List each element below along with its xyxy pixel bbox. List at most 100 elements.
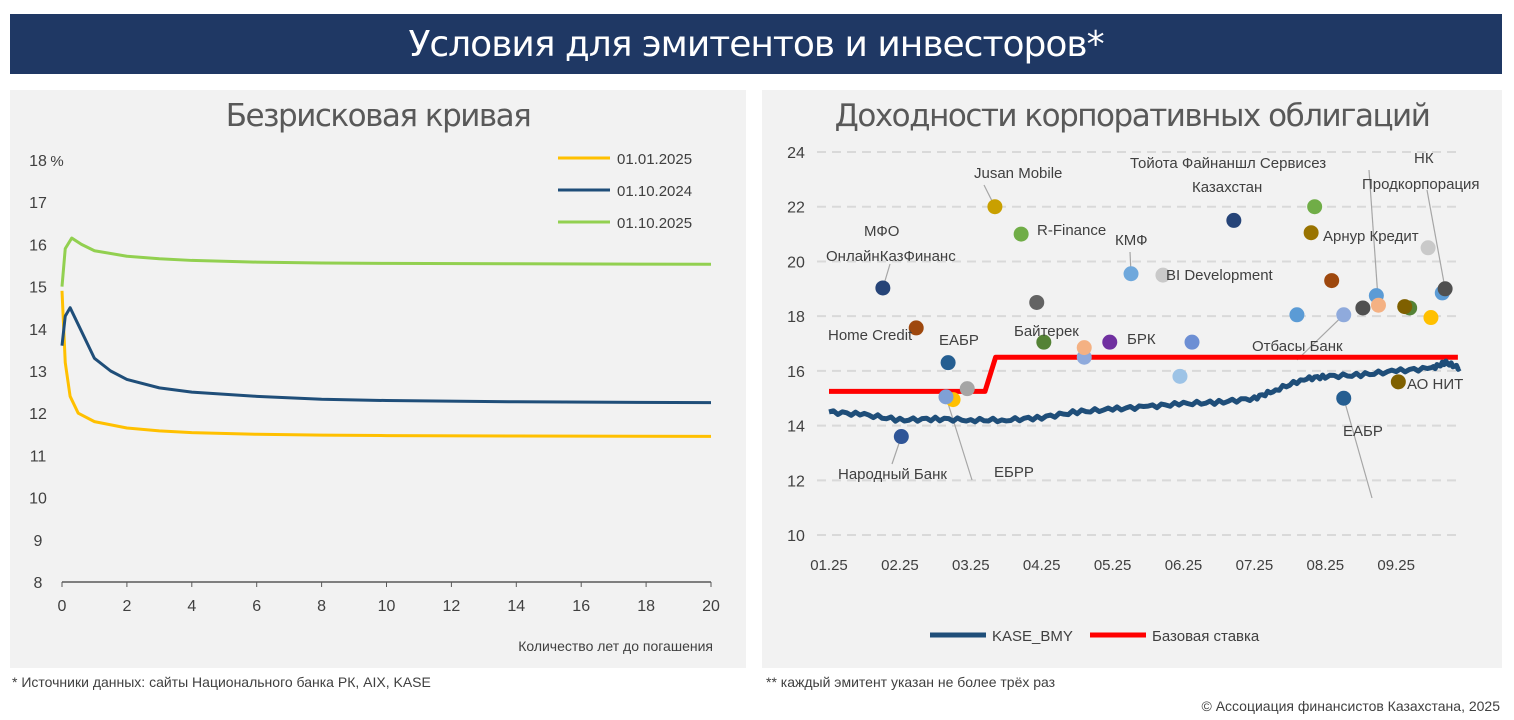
point-label: ЕАБР xyxy=(1343,423,1383,440)
y-tick-label: 24 xyxy=(787,145,805,162)
x-axis-label: Количество лет до погашения xyxy=(518,638,713,654)
bond-point xyxy=(1370,297,1386,313)
corporate-bonds-chart: 10 12 14 16 18 20 22 24 01.25 02.25 03.25 04.25 05.2… xyxy=(787,145,1462,645)
y-tick-label: 16 xyxy=(29,237,47,254)
x-tick-label: 01.25 xyxy=(810,557,848,574)
bond-point xyxy=(1226,212,1242,228)
leader-line xyxy=(945,396,973,481)
x-tick-label: 04.25 xyxy=(1023,557,1061,574)
bond-point xyxy=(1324,273,1340,289)
legend-label: 01.10.2025 xyxy=(617,215,692,232)
point-label: Арнур Кредит xyxy=(1323,228,1419,245)
bond-point xyxy=(1336,390,1352,406)
bond-point xyxy=(908,320,924,336)
y-tick-label: 10 xyxy=(787,528,805,545)
bond-point xyxy=(987,199,1003,215)
point-label: Jusan Mobile xyxy=(974,165,1063,182)
bond-point xyxy=(1423,310,1439,326)
y-tick-label: 15 xyxy=(29,280,47,297)
point-label: Тойота Файнаншл Сервисез xyxy=(1130,155,1327,172)
leader-line xyxy=(1296,314,1345,361)
x-tick-label: 05.25 xyxy=(1094,557,1132,574)
series-line-kase-bmy xyxy=(828,358,1462,425)
point-label: БРК xyxy=(1127,331,1156,348)
y-tick-label: 18 xyxy=(29,153,47,170)
point-label: ЕБРР xyxy=(994,464,1034,481)
bond-point xyxy=(1102,334,1118,350)
y-tick-label: 12 xyxy=(29,406,47,423)
copyright: © Ассоциация финансистов Казахстана, 202… xyxy=(1201,698,1500,714)
point-label: Народный Банк xyxy=(838,466,947,483)
y-tick-label: 16 xyxy=(787,364,805,381)
x-tick-label: 6 xyxy=(252,598,261,615)
y-tick-label: 13 xyxy=(29,364,47,381)
legend-label: 01.01.2025 xyxy=(617,151,692,168)
issuer-footnote: ** каждый эмитент указан не более трёх р… xyxy=(766,674,1056,690)
x-tick-label: 06.25 xyxy=(1165,557,1203,574)
point-label: МФО xyxy=(864,223,900,240)
x-tick-label: 03.25 xyxy=(952,557,990,574)
risk-free-curve-panel: Безрисковая кривая 8 9 10 11 12 13 14 15 16 17 18%… xyxy=(10,90,746,668)
corporate-bonds-panel: Доходности корпоративных облигаций 10 12 1… xyxy=(762,90,1502,668)
series-line-01.10.2025 xyxy=(60,236,712,287)
bond-point xyxy=(1437,281,1453,297)
x-tick-label: 08.25 xyxy=(1307,557,1345,574)
point-label: Продкорпорация xyxy=(1362,176,1480,193)
bond-point xyxy=(1397,299,1413,315)
legend-label: Базовая ставка xyxy=(1152,628,1260,645)
bond-point xyxy=(1123,266,1139,282)
point-label: Казахстан xyxy=(1192,179,1263,196)
leader-line xyxy=(1426,189,1446,289)
y-tick-label: 12 xyxy=(787,473,805,490)
series-line-01.01.2025 xyxy=(60,290,712,438)
point-label: BI Development xyxy=(1166,267,1273,284)
bond-point xyxy=(1076,340,1092,356)
source-footnote: * Источники данных: сайты Национального … xyxy=(12,674,431,690)
x-tick-label: 12 xyxy=(443,598,461,615)
bond-point xyxy=(1172,368,1188,384)
x-tick-label: 0 xyxy=(58,598,67,615)
y-tick-label: 10 xyxy=(29,491,47,508)
y-tick-label: 22 xyxy=(787,200,805,217)
leader-line xyxy=(1343,398,1373,499)
bond-point xyxy=(875,280,891,296)
bond-point xyxy=(1289,307,1305,323)
bond-point xyxy=(959,381,975,397)
legend-label: KASE_BMY xyxy=(992,628,1073,645)
bond-point xyxy=(1013,226,1029,242)
bond-point xyxy=(1355,300,1371,316)
x-tick-label: 18 xyxy=(637,598,655,615)
bond-point xyxy=(1336,307,1352,323)
point-label: НК xyxy=(1414,150,1434,167)
x-tick-label: 20 xyxy=(702,598,720,615)
bond-point xyxy=(1390,374,1406,390)
legend-label: 01.10.2024 xyxy=(617,183,692,200)
series-line-01.10.2024 xyxy=(60,306,712,405)
y-tick-label: 14 xyxy=(29,322,47,339)
point-label: R-Finance xyxy=(1037,222,1107,239)
point-label: ОнлайнКазФинанс xyxy=(826,248,956,265)
point-label: АО НИТ xyxy=(1407,376,1464,393)
x-tick-label: 10 xyxy=(378,598,396,615)
y-tick-label: 9 xyxy=(34,533,43,550)
point-label: Home Credit xyxy=(828,327,913,344)
bond-point xyxy=(1155,267,1171,283)
x-tick-label: 07.25 xyxy=(1236,557,1274,574)
point-label: КМФ xyxy=(1115,232,1148,249)
chart-title: Безрисковая кривая xyxy=(225,98,532,134)
x-tick-label: 14 xyxy=(507,598,525,615)
page-title: Условия для эмитентов и инвесторов* xyxy=(10,14,1502,74)
bond-point xyxy=(940,355,956,371)
bond-point xyxy=(1307,199,1323,215)
y-axis-unit: % xyxy=(50,153,63,170)
bond-point xyxy=(1184,334,1200,350)
bond-point xyxy=(1420,240,1436,256)
bond-point xyxy=(938,389,954,405)
series-line-base-rate xyxy=(829,354,1458,394)
x-tick-label: 2 xyxy=(122,598,131,615)
x-tick-label: 4 xyxy=(187,598,196,615)
point-label: Байтерек xyxy=(1014,323,1079,340)
bond-point xyxy=(1303,225,1319,241)
leader-line xyxy=(1368,169,1380,306)
bond-point xyxy=(893,429,909,445)
